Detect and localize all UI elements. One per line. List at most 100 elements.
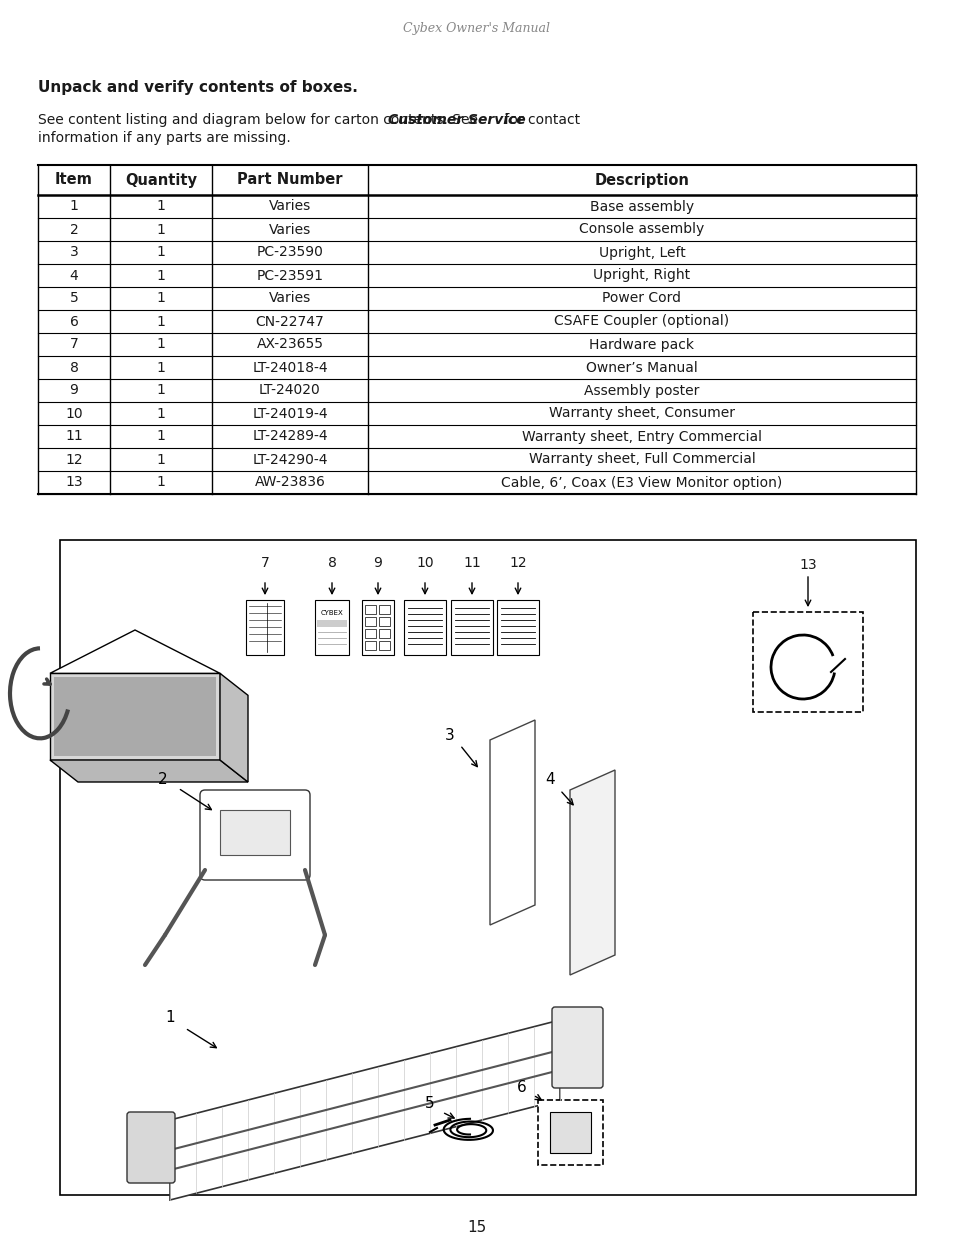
Text: 1: 1 [156,337,165,352]
Text: Warranty sheet, Entry Commercial: Warranty sheet, Entry Commercial [521,430,761,443]
Text: 3: 3 [70,246,78,259]
Text: 10: 10 [65,406,83,420]
Text: 1: 1 [70,200,78,214]
FancyBboxPatch shape [127,1112,174,1183]
Polygon shape [569,769,615,974]
Bar [378,641,390,650]
Text: 1: 1 [156,268,165,283]
Text: 4: 4 [544,773,555,788]
Bar [220,810,290,855]
Text: 1: 1 [156,452,165,467]
Text: 1: 1 [156,222,165,236]
Text: CYBEX: CYBEX [320,610,343,616]
Text: 1: 1 [156,361,165,374]
FancyBboxPatch shape [200,790,310,881]
Text: Base assembly: Base assembly [589,200,694,214]
Text: 1: 1 [156,475,165,489]
Text: information if any parts are missing.: information if any parts are missing. [38,131,291,144]
Text: Unpack and verify contents of boxes.: Unpack and verify contents of boxes. [38,80,357,95]
Bar [403,600,446,655]
Text: 7: 7 [70,337,78,352]
Polygon shape [54,677,215,756]
Text: 8: 8 [70,361,78,374]
Polygon shape [50,760,248,782]
Text: 1: 1 [156,246,165,259]
Text: Warranty sheet, Consumer: Warranty sheet, Consumer [548,406,734,420]
Text: Console assembly: Console assembly [578,222,704,236]
Bar [361,600,394,655]
Text: Item: Item [55,173,92,188]
Bar [246,600,284,655]
Polygon shape [170,1020,559,1200]
Text: Upright, Left: Upright, Left [598,246,684,259]
Polygon shape [220,673,248,782]
Polygon shape [50,630,220,673]
Text: Cable, 6’, Coax (E3 View Monitor option): Cable, 6’, Coax (E3 View Monitor option) [501,475,781,489]
Text: LT-24290-4: LT-24290-4 [252,452,328,467]
Text: Assembly poster: Assembly poster [583,384,699,398]
Bar [365,605,375,614]
Text: LT-24020: LT-24020 [259,384,320,398]
Text: AX-23655: AX-23655 [256,337,323,352]
Text: 3: 3 [445,727,455,742]
Text: Varies: Varies [269,222,311,236]
Text: AW-23836: AW-23836 [254,475,325,489]
Text: 5: 5 [425,1097,435,1112]
Bar [537,1100,602,1165]
Bar [378,605,390,614]
Bar [365,618,375,626]
Text: 5: 5 [70,291,78,305]
Bar [60,540,915,1195]
Text: Hardware pack: Hardware pack [589,337,694,352]
Text: CN-22747: CN-22747 [255,315,324,329]
Text: Customer Service: Customer Service [387,112,525,127]
Polygon shape [50,673,220,760]
Text: 15: 15 [467,1220,486,1235]
Bar [365,629,375,638]
Text: 4: 4 [70,268,78,283]
Text: Warranty sheet, Full Commercial: Warranty sheet, Full Commercial [528,452,755,467]
Polygon shape [490,720,535,925]
Text: LT-24019-4: LT-24019-4 [252,406,328,420]
Text: PC-23590: PC-23590 [256,246,323,259]
Text: 2: 2 [158,773,168,788]
Text: 6: 6 [517,1081,526,1095]
Text: 12: 12 [65,452,83,467]
Text: Varies: Varies [269,200,311,214]
Text: 1: 1 [156,406,165,420]
Text: 13: 13 [65,475,83,489]
Text: See content listing and diagram below for carton contents. See: See content listing and diagram below fo… [38,112,482,127]
Text: CSAFE Coupler (optional): CSAFE Coupler (optional) [554,315,729,329]
Text: Owner’s Manual: Owner’s Manual [585,361,698,374]
Text: for contact: for contact [499,112,579,127]
Text: PC-23591: PC-23591 [256,268,323,283]
Bar [550,1112,590,1153]
Text: 10: 10 [416,556,434,571]
Bar [497,600,538,655]
Text: 13: 13 [799,558,816,572]
Text: 1: 1 [156,384,165,398]
Text: 11: 11 [65,430,83,443]
Text: Upright, Right: Upright, Right [593,268,690,283]
Bar [365,641,375,650]
FancyBboxPatch shape [552,1007,602,1088]
Text: LT-24289-4: LT-24289-4 [252,430,328,443]
Bar [752,613,862,713]
Text: 8: 8 [327,556,336,571]
Text: 1: 1 [156,291,165,305]
Text: 9: 9 [374,556,382,571]
Text: 12: 12 [509,556,526,571]
Text: Power Cord: Power Cord [602,291,680,305]
Text: Varies: Varies [269,291,311,305]
Text: 1: 1 [156,430,165,443]
Bar [451,600,493,655]
Text: Cybex Owner's Manual: Cybex Owner's Manual [403,22,550,35]
Text: 7: 7 [260,556,269,571]
Bar [378,629,390,638]
Text: LT-24018-4: LT-24018-4 [252,361,328,374]
Bar [316,620,347,627]
Text: 6: 6 [70,315,78,329]
Bar [378,618,390,626]
Text: Quantity: Quantity [125,173,196,188]
Bar [314,600,349,655]
